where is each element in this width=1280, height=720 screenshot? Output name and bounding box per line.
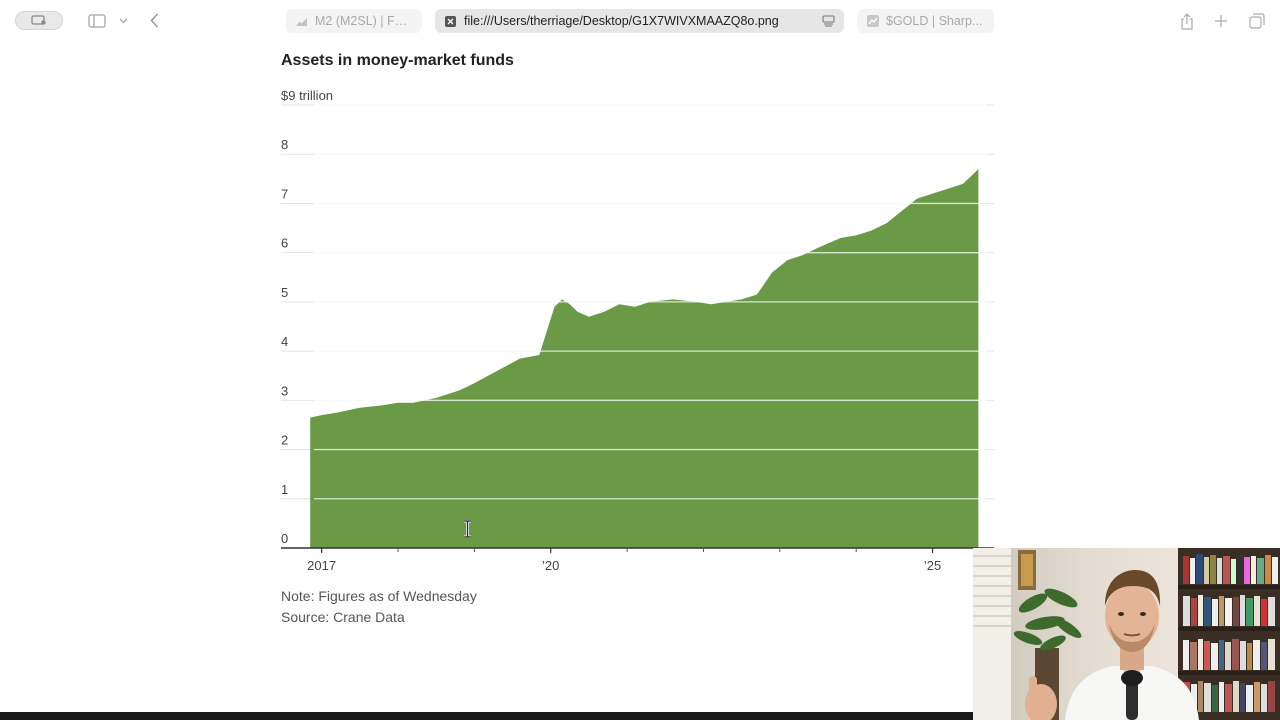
profile-icon [31,15,46,25]
y-tick-label: $9 trillion [281,88,333,103]
y-tick-label: 7 [281,186,288,201]
chart-note: Note: Figures as of Wednesday [281,588,477,604]
sidebar-menu-button[interactable] [117,14,129,28]
tab-label: M2 (M2SL) | FR... [315,14,413,28]
y-tick-label: 6 [281,236,288,251]
y-tick-label: 3 [281,383,288,398]
x-tick-label: ’25 [924,558,941,573]
stockcharts-favicon-icon [866,15,879,28]
presenter-webcam [973,548,1280,720]
reader-mode-icon[interactable] [822,15,835,28]
sidebar-toggle-button[interactable] [87,12,107,30]
tab-active-image[interactable]: file:///Users/therriage/Desktop/G1X7WIVX… [435,9,844,33]
y-tick-label: 5 [281,285,288,300]
tab-label: $GOLD | Sharp... [886,14,983,28]
back-button[interactable] [146,11,162,29]
browser-toolbar: M2 (M2SL) | FR... file:///Users/therriag… [0,0,1280,42]
y-tick-label: 4 [281,334,288,349]
sidebar-icon [88,14,106,28]
chart-favicon-icon [295,15,308,28]
area-series [310,169,979,548]
plus-icon [1215,15,1227,27]
bottom-edge-bar [0,712,973,720]
y-tick-label: 8 [281,137,288,152]
share-icon [1181,12,1193,30]
text-cursor-icon [464,520,471,538]
y-tick-label: 0 [281,531,288,546]
tab-gold-sharpcharts[interactable]: $GOLD | Sharp... [857,9,994,33]
tab-label: file:///Users/therriage/Desktop/G1X7WIVX… [464,14,779,28]
tab-overview-button[interactable] [1247,11,1267,31]
chart-title: Assets in money-market funds [281,52,514,69]
chevron-left-icon [149,12,158,28]
new-tab-button[interactable] [1212,12,1230,30]
share-button[interactable] [1178,11,1196,31]
y-tick-label: 2 [281,433,288,448]
chevron-down-icon [119,18,127,24]
x-tick-label: 2017 [307,558,336,573]
chart-source: Source: Crane Data [281,609,405,625]
close-icon[interactable] [444,15,457,28]
tab-overview-icon [1249,13,1265,29]
tab-m2-fred[interactable]: M2 (M2SL) | FR... [286,9,422,33]
profile-switcher-button[interactable] [15,11,63,30]
presenter-video-icon [973,548,1280,720]
x-tick-label: ’20 [542,558,559,573]
area-chart: 0 1 2 3 4 5 6 7 8 $9 trillion 2017 ’20 ’25 [281,88,994,573]
y-tick-label: 1 [281,482,288,497]
